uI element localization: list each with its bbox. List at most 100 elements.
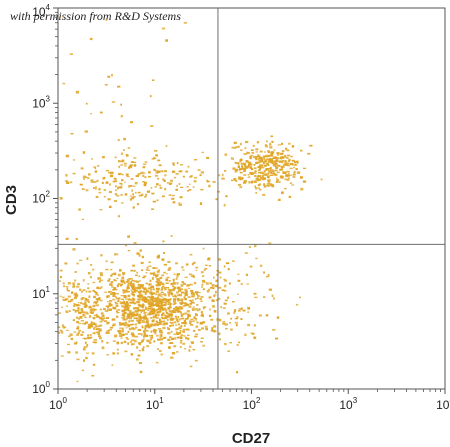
data-point	[148, 283, 152, 286]
data-point	[149, 338, 152, 341]
data-point	[128, 310, 132, 313]
data-point	[262, 157, 266, 160]
data-point	[115, 189, 117, 192]
data-point	[123, 289, 127, 292]
data-point	[114, 200, 117, 202]
data-point	[149, 313, 152, 316]
data-point	[129, 198, 132, 201]
data-point	[64, 326, 67, 329]
data-point	[191, 342, 194, 345]
data-point	[175, 351, 179, 353]
data-point	[90, 179, 94, 181]
data-point	[211, 284, 215, 287]
data-point	[267, 274, 270, 277]
data-point	[72, 319, 75, 322]
data-point	[269, 146, 273, 149]
data-point	[92, 304, 96, 308]
data-point	[165, 145, 168, 147]
data-point	[277, 198, 281, 201]
data-point	[93, 166, 96, 168]
data-point	[138, 329, 141, 331]
data-point	[168, 310, 172, 313]
data-point	[124, 309, 127, 311]
data-point	[149, 317, 153, 319]
data-point	[199, 202, 203, 205]
data-point	[200, 337, 204, 339]
data-point	[110, 269, 113, 271]
data-point	[270, 169, 274, 172]
data-point	[197, 297, 199, 299]
data-point	[97, 333, 101, 335]
data-point	[156, 183, 159, 186]
data-point	[274, 169, 278, 172]
data-point	[148, 265, 152, 267]
data-point	[268, 154, 271, 157]
data-point	[165, 39, 168, 42]
data-point	[278, 160, 282, 163]
data-point	[164, 301, 168, 304]
data-point	[176, 282, 179, 285]
data-point	[153, 340, 156, 343]
data-point	[296, 162, 299, 164]
data-point	[300, 149, 303, 152]
data-point	[101, 318, 103, 320]
data-point	[166, 319, 169, 321]
data-point	[72, 159, 75, 161]
data-point	[81, 297, 85, 300]
data-point	[110, 304, 113, 307]
data-point	[240, 307, 243, 310]
data-point	[174, 337, 177, 340]
data-point	[152, 288, 155, 291]
data-point	[132, 264, 135, 267]
data-point	[200, 300, 203, 303]
data-point	[157, 298, 161, 300]
data-point	[171, 197, 175, 200]
data-point	[235, 180, 238, 182]
data-point	[169, 182, 173, 184]
data-point	[72, 248, 76, 251]
data-point	[163, 307, 167, 310]
data-point	[60, 331, 64, 334]
data-point	[124, 306, 128, 309]
data-point	[238, 176, 242, 179]
data-point	[227, 350, 231, 352]
data-point	[275, 167, 279, 169]
data-point	[233, 147, 237, 149]
data-point	[64, 262, 67, 265]
data-point	[195, 313, 197, 315]
x-tick-label: 102	[243, 396, 261, 412]
data-point	[185, 328, 189, 330]
data-point	[156, 334, 159, 337]
data-point	[163, 320, 166, 323]
data-point	[125, 321, 127, 324]
data-point	[161, 274, 165, 277]
data-point	[144, 196, 147, 198]
data-point	[270, 152, 274, 155]
data-point	[221, 173, 224, 177]
data-point	[194, 298, 197, 300]
data-point	[99, 324, 103, 327]
data-point	[110, 171, 114, 174]
data-point	[123, 311, 127, 314]
data-point	[268, 171, 271, 173]
data-point	[207, 180, 210, 183]
data-point	[202, 306, 207, 308]
data-point	[111, 318, 114, 321]
data-point	[218, 338, 221, 341]
data-point	[139, 370, 143, 374]
data-point	[263, 296, 266, 298]
data-point	[280, 156, 284, 159]
data-point	[179, 307, 182, 310]
data-point	[263, 161, 266, 164]
data-point	[262, 172, 265, 175]
data-point	[90, 113, 93, 115]
data-point	[190, 175, 193, 178]
data-point	[113, 307, 117, 310]
data-point	[131, 280, 135, 282]
data-point	[127, 316, 130, 319]
data-point	[177, 316, 180, 319]
data-point	[259, 150, 263, 153]
data-point	[188, 299, 192, 302]
data-point	[254, 155, 258, 158]
